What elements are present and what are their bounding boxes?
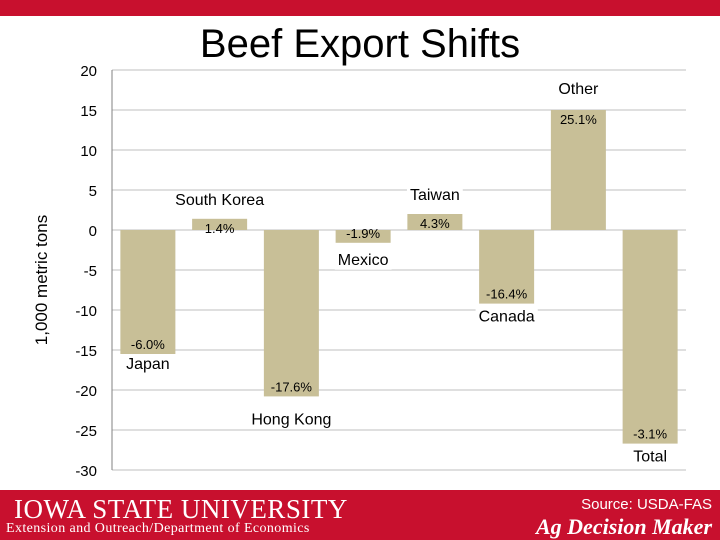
y-tick-label: 15 — [80, 103, 97, 120]
bar-chart: 20 15 10 5 0 -5 -10 -15 -20 -25 -30 1,000 metric to… — [32, 63, 686, 480]
category-label: Mexico — [338, 252, 389, 269]
brand-text: Ag Decision Maker — [536, 514, 712, 539]
bar — [120, 230, 176, 354]
y-tick-label: -20 — [75, 383, 97, 400]
bar — [550, 110, 606, 230]
data-label: -3.1% — [633, 427, 667, 442]
y-tick-label: 5 — [89, 183, 97, 200]
category-label-bg — [248, 410, 335, 430]
data-label: 1.4% — [205, 221, 235, 236]
y-tick-label: -10 — [75, 303, 97, 320]
category-label-bg — [555, 80, 603, 99]
y-tick-label: 0 — [89, 223, 97, 240]
bar — [192, 218, 248, 230]
category-label: South Korea — [175, 192, 264, 209]
category-label: Other — [558, 81, 599, 98]
y-tick-label: -25 — [75, 423, 97, 440]
university-logo-text: IOWA STATE UNIVERSITY — [14, 494, 348, 524]
category-label-bg — [172, 190, 268, 210]
source-text: Source: USDA-FAS — [581, 496, 712, 513]
top-accent-bar — [0, 0, 720, 16]
bar — [335, 230, 391, 243]
y-tick-label: 20 — [80, 63, 97, 80]
footer-bar — [0, 490, 720, 540]
category-label-bg — [630, 447, 671, 467]
bar — [622, 230, 678, 444]
slide-title: Beef Export Shifts — [199, 22, 521, 66]
category-label-bg — [334, 250, 392, 270]
bar — [263, 230, 319, 397]
data-label: 25.1% — [560, 112, 597, 127]
category-label: Canada — [479, 309, 535, 326]
bar — [407, 214, 463, 230]
category-label: Hong Kong — [251, 411, 331, 428]
bar — [479, 230, 535, 304]
data-label: -16.4% — [486, 287, 528, 302]
data-label: -17.6% — [271, 379, 313, 394]
y-tick-label: -15 — [75, 343, 97, 360]
category-label-bg — [475, 307, 538, 327]
y-axis-label: 1,000 metric tons — [32, 215, 51, 345]
category-label: Taiwan — [410, 187, 460, 204]
y-tick-label: 10 — [80, 143, 97, 160]
category-label: Total — [633, 449, 667, 466]
data-label: -6.0% — [131, 337, 165, 352]
department-text: Extension and Outreach/Department of Eco… — [6, 521, 310, 536]
data-label: 4.3% — [420, 216, 450, 231]
category-label: Japan — [126, 356, 170, 373]
data-label: -1.9% — [346, 226, 380, 241]
y-tick-label: -5 — [84, 263, 97, 280]
category-label-bg — [123, 355, 173, 374]
y-tick-label: -30 — [75, 463, 97, 480]
category-label-bg — [406, 186, 463, 205]
